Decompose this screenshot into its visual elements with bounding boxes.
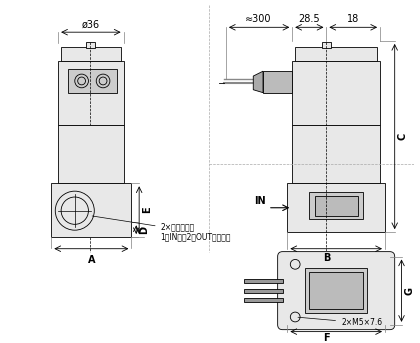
Text: 28.5: 28.5	[298, 14, 320, 24]
Text: C: C	[398, 133, 408, 140]
Text: ø36: ø36	[81, 19, 100, 29]
Text: G: G	[404, 287, 415, 295]
Bar	[315, 196, 357, 215]
Bar	[244, 279, 283, 283]
Bar	[292, 125, 380, 184]
Text: A: A	[88, 255, 95, 264]
Text: F: F	[323, 333, 330, 343]
Bar	[58, 61, 123, 125]
Bar	[86, 42, 95, 48]
Bar	[322, 42, 331, 48]
Text: 2×M5×7.6: 2×M5×7.6	[298, 317, 382, 327]
Bar	[244, 298, 283, 302]
Bar	[295, 47, 377, 61]
Bar	[68, 69, 117, 93]
Bar	[51, 184, 131, 237]
Bar	[244, 289, 283, 293]
Text: 18: 18	[346, 14, 359, 24]
Text: D: D	[139, 226, 149, 234]
Circle shape	[290, 312, 300, 322]
Bar	[287, 184, 385, 232]
Text: 2×管接続口径
1（IN），2（OUT）ポート: 2×管接続口径 1（IN），2（OUT）ポート	[92, 216, 231, 242]
Text: B: B	[323, 252, 330, 263]
Bar	[263, 71, 292, 93]
Bar	[309, 272, 363, 309]
Text: E: E	[142, 207, 152, 213]
Bar	[292, 61, 380, 125]
Circle shape	[290, 259, 300, 269]
Bar	[61, 47, 121, 61]
Polygon shape	[253, 71, 263, 93]
FancyBboxPatch shape	[278, 252, 395, 330]
Bar	[305, 268, 368, 313]
Bar	[309, 192, 363, 220]
Bar	[58, 125, 123, 184]
Text: ≈300: ≈300	[245, 14, 271, 24]
Text: IN: IN	[255, 196, 266, 206]
